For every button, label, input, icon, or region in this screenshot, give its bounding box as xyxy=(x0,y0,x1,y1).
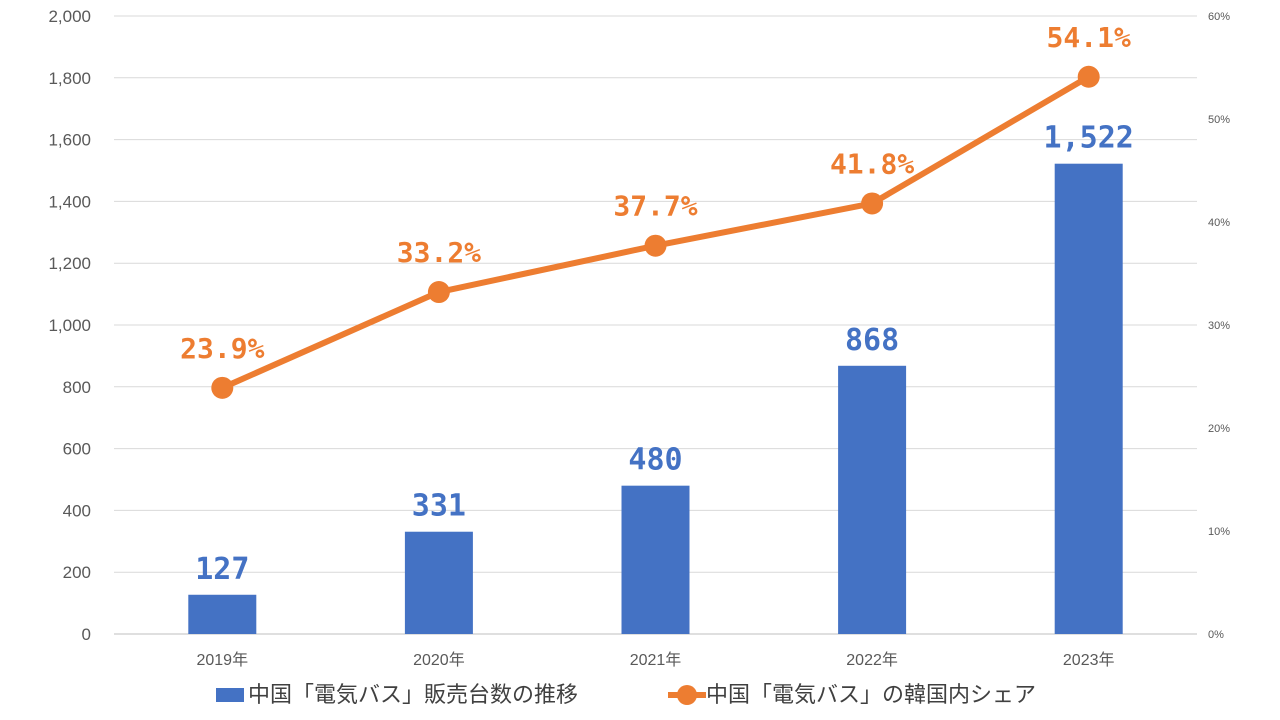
line-value-label: 37.7% xyxy=(613,190,697,223)
left-axis-tick-label: 1,000 xyxy=(48,316,91,335)
bar xyxy=(404,531,473,634)
legend-bar-swatch xyxy=(216,688,244,702)
bar-value-label: 1,522 xyxy=(1044,121,1134,156)
legend-line-marker xyxy=(677,685,697,705)
bar-value-label: 127 xyxy=(195,552,249,587)
left-axis-tick-label: 1,200 xyxy=(48,254,91,273)
line-marker xyxy=(1077,65,1100,88)
line-marker xyxy=(861,192,884,215)
legend-line-label: 中国「電気バス」の韓国内シェア xyxy=(706,683,1036,708)
x-axis-tick-label: 2020年 xyxy=(413,651,465,669)
right-axis-tick-label: 0% xyxy=(1208,629,1224,641)
left-axis-tick-label: 200 xyxy=(63,563,91,582)
bar xyxy=(1054,163,1123,634)
right-axis-tick-label: 60% xyxy=(1208,11,1230,23)
line-value-label: 41.8% xyxy=(830,147,914,180)
left-axis-tick-label: 0 xyxy=(82,625,91,644)
right-axis-tick-label: 20% xyxy=(1208,423,1230,435)
x-axis-tick-label: 2019年 xyxy=(196,651,248,669)
legend: 中国「電気バス」販売台数の推移 中国「電気バス」の韓国内シェア xyxy=(216,683,1036,708)
gridlines xyxy=(114,15,1197,635)
x-axis-ticks: 2019年 2020年 2021年 2022年 2023年 xyxy=(196,651,1114,669)
right-axis-tick-label: 50% xyxy=(1208,114,1230,126)
left-axis-tick-label: 400 xyxy=(63,501,91,520)
right-axis-tick-label: 10% xyxy=(1208,526,1230,538)
bar xyxy=(838,365,907,634)
bar-value-label: 868 xyxy=(845,323,899,358)
bar xyxy=(188,594,257,634)
left-axis-tick-label: 600 xyxy=(63,440,91,459)
left-axis-tick-label: 2,000 xyxy=(48,7,91,26)
bar xyxy=(621,485,690,634)
line-series: 23.9% 33.2% 37.7% 41.8% 54.1% xyxy=(180,21,1131,399)
x-axis-tick-label: 2023年 xyxy=(1063,651,1115,669)
left-axis-tick-label: 1,800 xyxy=(48,69,91,88)
line-marker xyxy=(427,281,450,304)
line-value-label: 23.9% xyxy=(180,332,264,365)
left-axis-tick-label: 1,400 xyxy=(48,192,91,211)
left-axis-tick-label: 1,600 xyxy=(48,131,91,150)
line-marker xyxy=(644,234,667,257)
line-value-label: 54.1% xyxy=(1047,21,1131,54)
right-axis-ticks: 0% 10% 20% 30% 40% 50% 60% xyxy=(1208,11,1230,641)
bar-value-label: 480 xyxy=(628,443,682,478)
bar-series: 127 331 480 868 1,522 xyxy=(188,121,1134,634)
right-axis-tick-label: 30% xyxy=(1208,320,1230,332)
left-axis-tick-label: 800 xyxy=(63,378,91,397)
share-line xyxy=(221,74,1091,391)
left-axis-ticks: 0 200 400 600 800 1,000 1,200 1,400 1,600 1,800 2,… xyxy=(48,7,91,644)
bar-value-label: 331 xyxy=(412,489,466,524)
line-value-label: 33.2% xyxy=(397,236,481,269)
x-axis-tick-label: 2021年 xyxy=(630,651,682,669)
right-axis-tick-label: 40% xyxy=(1208,217,1230,229)
x-axis-tick-label: 2022年 xyxy=(846,651,898,669)
legend-bar-label: 中国「電気バス」販売台数の推移 xyxy=(248,683,578,708)
line-marker xyxy=(211,376,234,399)
